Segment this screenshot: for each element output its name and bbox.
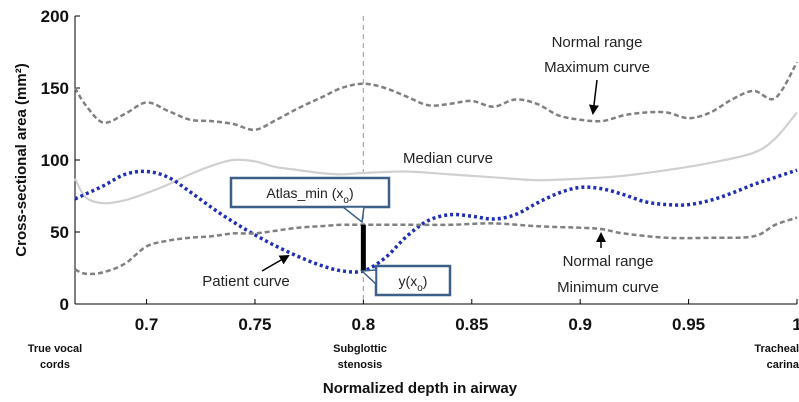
landmark-label: True vocal: [28, 343, 82, 355]
series-line-maximum-curve: [73, 61, 799, 132]
y-axis-title: Cross-sectional area (mm²): [13, 63, 30, 256]
callout-label: Atlas_min (xo): [266, 185, 353, 206]
callout-pointer: [340, 206, 365, 224]
landmark-label: stenosis: [338, 359, 383, 371]
callouts: Atlas_min (xo)y(xo): [229, 176, 452, 297]
x-tick-label: 0.75: [238, 315, 271, 334]
x-tick-label: 0.95: [672, 315, 705, 334]
annotation-text: Normal range: [563, 253, 654, 270]
callout-box: Atlas_min (xo): [229, 176, 391, 224]
callout-frame: [374, 264, 452, 297]
landmarks: True vocal cords Subglottic stenosis Trachea…: [28, 343, 799, 371]
annotation-text: Minimum curve: [557, 279, 659, 296]
callout-subscript: o: [417, 283, 423, 294]
y-tick-label: 200: [41, 7, 69, 26]
series-group: [73, 61, 799, 276]
series-line-median-curve: [74, 111, 798, 205]
annotation-arrow: [588, 79, 599, 115]
y-tick-label: 100: [41, 151, 69, 170]
callout-close: ): [349, 185, 354, 201]
y-tick-label: 150: [41, 79, 69, 98]
axes: [74, 15, 798, 305]
y-tick-label: 50: [50, 223, 69, 242]
callout-main: Atlas_min (x: [266, 185, 343, 201]
callout-subscript: o: [343, 195, 349, 206]
x-tick-label: 0.8: [352, 315, 376, 334]
callout-box: y(xo): [360, 264, 452, 297]
y-tick-label: 0: [60, 295, 69, 314]
x-tick-label: 1: [792, 315, 799, 334]
annotation-text: Normal range: [552, 34, 643, 51]
annotation-text: Maximum curve: [544, 59, 650, 76]
landmark-label: Subglottic: [333, 343, 387, 355]
callout-close: ): [423, 273, 428, 289]
tick-labels: 0.7 0.75 0.8 0.85 0.9 0.95 1 0 50 100 150 200: [41, 7, 799, 334]
annotations: Normal range Maximum curve Median curve Pat…: [202, 34, 659, 296]
annotation-arrow: [261, 255, 290, 272]
landmark-label: Tracheal: [754, 343, 799, 355]
callout-main: y(x: [399, 273, 418, 289]
x-axis-title: Normalized depth in airway: [323, 380, 518, 397]
landmark-label: carina: [767, 359, 799, 371]
callout-pointer: [360, 269, 377, 286]
x-tick-label: 0.9: [568, 315, 592, 334]
annotation-text: Median curve: [403, 150, 493, 167]
x-tick-label: 0.85: [455, 315, 488, 334]
callout-frame: [229, 176, 391, 209]
callout-label: y(xo): [399, 273, 428, 294]
series-line-patient-curve: [74, 168, 798, 274]
annotation-text: Patient curve: [202, 273, 290, 290]
x-tick-label: 0.7: [135, 315, 159, 334]
landmark-label: cords: [40, 359, 70, 371]
